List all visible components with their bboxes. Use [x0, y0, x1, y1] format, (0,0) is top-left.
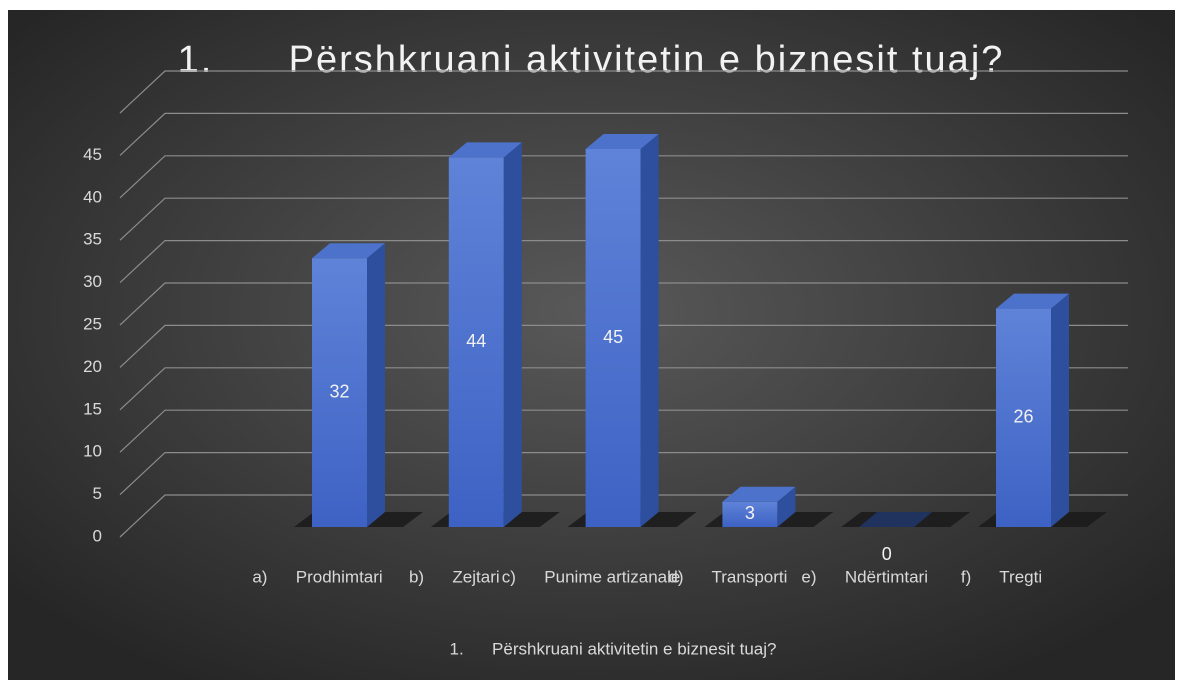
bar-side [1051, 293, 1069, 527]
data-label: 32 [329, 381, 349, 401]
x-tick-label: a) Prodhimtari [252, 567, 382, 586]
bar-side [367, 243, 385, 527]
grid-line [119, 197, 1128, 241]
data-label: 26 [1013, 407, 1033, 427]
bar [312, 243, 385, 527]
y-tick-label: 5 [93, 484, 102, 503]
bar-top [722, 486, 796, 502]
bar [859, 512, 933, 527]
chart-title: 1. Përshkruani aktivitetin e biznesit tu… [178, 39, 1005, 81]
bar-top [996, 293, 1069, 309]
y-tick-label: 0 [93, 526, 102, 545]
grid-line [119, 494, 1128, 538]
bar [996, 293, 1069, 527]
grid-line [119, 282, 1128, 326]
grid-line [119, 324, 1128, 368]
x-tick-label: c) Punime artizanale [502, 567, 681, 586]
x-tick-label: e) Ndërtimtari [801, 567, 928, 586]
bar-front [312, 258, 367, 527]
data-label: 3 [745, 503, 755, 523]
bar-top [585, 134, 659, 149]
bar [585, 134, 659, 527]
data-label: 44 [466, 331, 486, 351]
bar-front [585, 149, 641, 527]
y-tick-label: 40 [83, 187, 102, 206]
grid-line [119, 367, 1128, 411]
y-tick-label: 10 [83, 442, 102, 461]
bar [448, 142, 522, 527]
data-label: 0 [882, 544, 892, 564]
grid-line [119, 155, 1128, 199]
bar-top [312, 243, 385, 259]
bar-side [503, 142, 522, 527]
y-tick-label: 25 [83, 314, 102, 333]
bar-top [859, 512, 933, 527]
y-tick-label: 35 [83, 230, 102, 249]
bar [722, 486, 796, 527]
x-tick-label: d) Transporti [668, 567, 787, 586]
data-label: 45 [603, 327, 623, 347]
y-tick-label: 45 [83, 145, 102, 164]
bar-side [640, 134, 659, 527]
bar-side [777, 486, 796, 527]
grid-line [119, 240, 1128, 284]
grid-line [119, 452, 1128, 496]
grid-line [119, 112, 1128, 156]
x-axis-title: 1. Përshkruani aktivitetin e biznesit tu… [450, 639, 777, 658]
bar-front [448, 157, 504, 527]
grid-line [119, 409, 1128, 453]
x-tick-label: b) Zejtari [409, 567, 500, 586]
bar-front [722, 501, 778, 527]
wall-top [119, 70, 1128, 114]
bar-top [448, 142, 522, 158]
y-tick-label: 30 [83, 272, 102, 291]
y-tick-label: 15 [83, 399, 102, 418]
x-tick-label: f) Tregti [961, 567, 1042, 586]
bar-front [996, 308, 1051, 527]
y-tick-label: 20 [83, 357, 102, 376]
